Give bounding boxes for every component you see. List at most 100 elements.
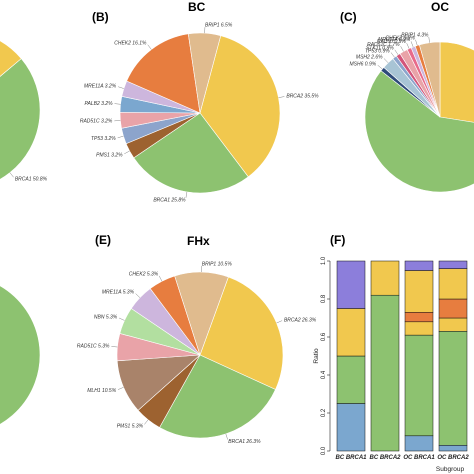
bar-3-segment-4 [438, 268, 468, 300]
pie-1-slice-brip1 [187, 32, 222, 114]
pie-1-label-chek2: CHEK2 16.1% [114, 41, 147, 47]
pie-2-leader-msh2 [383, 58, 389, 63]
pie-1-leader-palb2 [114, 103, 121, 105]
panel-c-title: OC [431, 0, 449, 14]
pie-2-leader-brip1 [428, 36, 430, 43]
bar-y-tick-label-1: 0.2 [321, 408, 327, 417]
pie-2-label-msh2: MSH2 2.6% [356, 55, 383, 61]
bar-3-segment-2 [438, 317, 468, 332]
bar-2-segment-0 [404, 435, 434, 452]
pie-4-slice-brca2 [199, 276, 284, 390]
pie-4-label-rad51c: RAD51C 5.3% [77, 344, 110, 350]
plots-layer: BRCA1 50.8% BRCA2 35.5% BRCA1 25.8% PMS1 3.… [0, 23, 474, 473]
bar-x-tick-label-0: BC BRCA1 [335, 455, 367, 461]
pie-2-label-chek2: CHEK2 0.9% [385, 35, 415, 41]
pie-1-label-rad51c: RAD51C 3.2% [80, 119, 113, 125]
pie-1-label-pms1: PMS1 3.2% [96, 152, 123, 158]
pie-4-leader-mlh1 [117, 387, 124, 390]
pie-4-leader-pms1 [144, 419, 149, 425]
pie-4-label-nbn: NBN 5.3% [94, 315, 118, 321]
bar-x-tick-label-1: BC BRCA2 [369, 455, 401, 461]
pie-1-slice-brca2 [199, 35, 281, 178]
pie-2-label-rad51c: RAD51C 1.7% [367, 42, 400, 48]
pie-1-label-brca1: BRCA1 25.8% [153, 197, 186, 203]
bar-0-segment-1 [336, 355, 366, 404]
pie-2-label-tp53: TP53 0.9% [365, 48, 390, 54]
bar-x-tick-label-3: OC BRCA2 [437, 455, 469, 461]
bar-2-segment-4 [404, 270, 434, 313]
bar-0-segment-0 [336, 403, 366, 452]
pie-2-label-stk11: STK11 0.9% [366, 46, 394, 52]
pie-2-leader-mre11a [410, 41, 414, 48]
pie-1-leader-chek2 [147, 44, 152, 50]
bar-y-tick-label-3: 0.6 [321, 332, 327, 341]
bar-x-axis-title: Subgroup [436, 466, 465, 473]
pie-4-leader-chek2 [159, 275, 163, 282]
panel-e-title: FHx [187, 234, 210, 248]
pie-4-label-chek2: CHEK2 5.3% [129, 272, 159, 278]
pie-4-label-brip1: BRIP1 10.5% [202, 262, 233, 268]
bar-2-segment-2 [404, 321, 434, 336]
pie-2-label-mre11a: MRE11A 0.9% [378, 37, 411, 43]
bar-3-segment-1 [438, 331, 468, 446]
pie-3-slice-brca1 [0, 285, 41, 425]
pie-1-label-tp53: TP53 3.2% [91, 136, 116, 142]
bar-2-segment-3 [404, 312, 434, 323]
pie-4-label-brca1: BRCA1 26.3% [228, 439, 261, 445]
bar-x-tick-label-2: OC BRCA1 [403, 455, 435, 461]
pie-1-label-palb2: PALB2 3.2% [85, 101, 114, 107]
bar-y-axis-title: Ratio [313, 348, 320, 364]
pie-0-slice-brca1 [0, 58, 41, 180]
pie-1-leader-pms1 [124, 150, 130, 154]
pie-4-label-mre11a: MRE11A 5.3% [102, 290, 135, 296]
bar-2-segment-5 [404, 260, 434, 271]
pie-1-leader-brca1 [185, 191, 188, 198]
bar-y-tick-label-4: 0.8 [321, 294, 327, 303]
pie-2-label-msh6: MSH6 0.9% [350, 61, 377, 67]
bar-0-segment-5 [336, 260, 366, 309]
pie-2-leader-rad51c [400, 46, 404, 52]
pie-1-label-brca2: BRCA2 35.5% [286, 94, 319, 100]
panel-b-letter: (B) [92, 10, 109, 24]
pie-2-label-brip1: BRIP1 4.3% [401, 32, 429, 38]
bar-1-segment-2 [370, 260, 400, 296]
bar-y-tick-label-5: 1.0 [321, 256, 327, 265]
bar-y-tick-label-2: 0.4 [321, 370, 327, 379]
bar-2-segment-1 [404, 334, 434, 437]
pie-4-label-mlh1: MLH1 10.5% [87, 388, 116, 394]
bar-y-tick-label-0: 0.0 [321, 446, 327, 455]
bar-3-segment-3 [438, 298, 468, 319]
pie-1-leader-tp53 [117, 135, 124, 139]
pie-2-slice-brca1 [364, 70, 474, 193]
bar-3-segment-5 [438, 260, 468, 269]
panel-e-letter: (E) [95, 233, 111, 247]
panel-c-letter: (C) [340, 10, 357, 24]
bar-0-segment-2 [336, 308, 366, 357]
pie-1-slice-chek2 [126, 33, 201, 114]
pie-0-slice-brca2 [0, 40, 22, 77]
pie-1-leader-rad51c [114, 120, 121, 122]
pie-4-slice-brip1 [174, 271, 229, 356]
pie-2-leader-rad50 [406, 43, 410, 49]
pie-2-leader-stk11 [394, 49, 399, 55]
pie-2-label-rad50: RAD50 0.9% [377, 39, 406, 45]
panel-b-title: BC [188, 0, 206, 14]
pie-2-leader-chek2 [415, 39, 418, 46]
pie-4-label-brca2: BRCA2 26.3% [284, 317, 317, 323]
pie-2-leader-msh6 [377, 65, 383, 70]
pie-4-leader-brca1 [225, 433, 228, 440]
pie-0-leader-brca1 [9, 172, 14, 178]
pie-1-leader-brca2 [278, 96, 285, 98]
pie-4-leader-nbn [118, 317, 125, 321]
pie-4-label-pms1: PMS1 5.3% [117, 424, 144, 430]
pie-0-label-brca1: BRCA1 50.8% [15, 176, 48, 182]
pie-2-slice-brca2 [439, 41, 474, 123]
panel-f-letter: (F) [330, 233, 345, 247]
bar-3-segment-0 [438, 445, 468, 452]
pie-4-leader-rad51c [111, 346, 118, 348]
pie-4-leader-brca2 [276, 320, 283, 324]
pie-1-leader-mre11a [118, 86, 124, 89]
bar-1-segment-1 [370, 294, 400, 452]
pie-2-leader-tp53 [390, 52, 395, 58]
